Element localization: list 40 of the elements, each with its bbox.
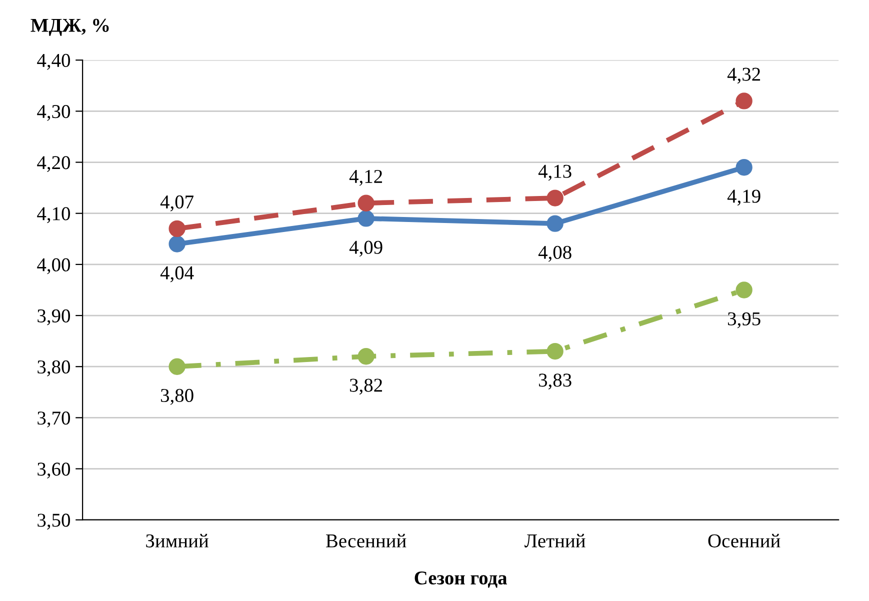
data-label: 4,13 [538, 164, 572, 181]
point [168, 220, 186, 238]
y-tick-label: 4,20 [37, 156, 70, 172]
point [546, 342, 564, 360]
x-tick-label: Осенний [708, 534, 780, 548]
y-axis-title: МДЖ, % [30, 18, 109, 36]
data-label: 3,83 [538, 374, 572, 390]
y-tick-label: 3,70 [38, 412, 70, 428]
point [546, 215, 564, 232]
point [358, 194, 374, 212]
y-tick-label: 3,80 [38, 360, 70, 376]
x-tick-label: Зимний [146, 534, 208, 548]
data-label: 4,08 [538, 246, 572, 262]
y-tick-label: 4,30 [37, 105, 70, 121]
point [168, 236, 186, 252]
data-label: 3,80 [160, 388, 194, 405]
data-label: 4,19 [727, 190, 760, 206]
data-label: 3,82 [350, 378, 382, 395]
data-label: 4,12 [349, 170, 382, 186]
data-label: 4,04 [160, 266, 194, 282]
point [168, 358, 186, 375]
point [358, 210, 374, 227]
y-tick-label: 3,50 [38, 514, 70, 530]
data-label: 4,32 [727, 68, 760, 84]
x-axis-title: Сезон года [414, 571, 508, 588]
x-tick-label: Летний [524, 534, 586, 548]
point [736, 92, 752, 110]
y-tick-label: 4,10 [37, 207, 70, 224]
point [546, 190, 564, 206]
data-label: 3,95 [728, 312, 760, 328]
y-tick-label: 4,40 [37, 54, 70, 70]
y-tick-label: 3,60 [38, 462, 70, 479]
point [736, 282, 752, 298]
data-label: 4,07 [160, 195, 194, 212]
data-label: 4,09 [349, 240, 382, 257]
y-tick-label: 4,00 [37, 258, 70, 274]
point [358, 348, 374, 365]
y-tick-label: 3,90 [38, 309, 70, 326]
x-tick-label: Весенний [326, 534, 406, 548]
point [736, 159, 752, 176]
